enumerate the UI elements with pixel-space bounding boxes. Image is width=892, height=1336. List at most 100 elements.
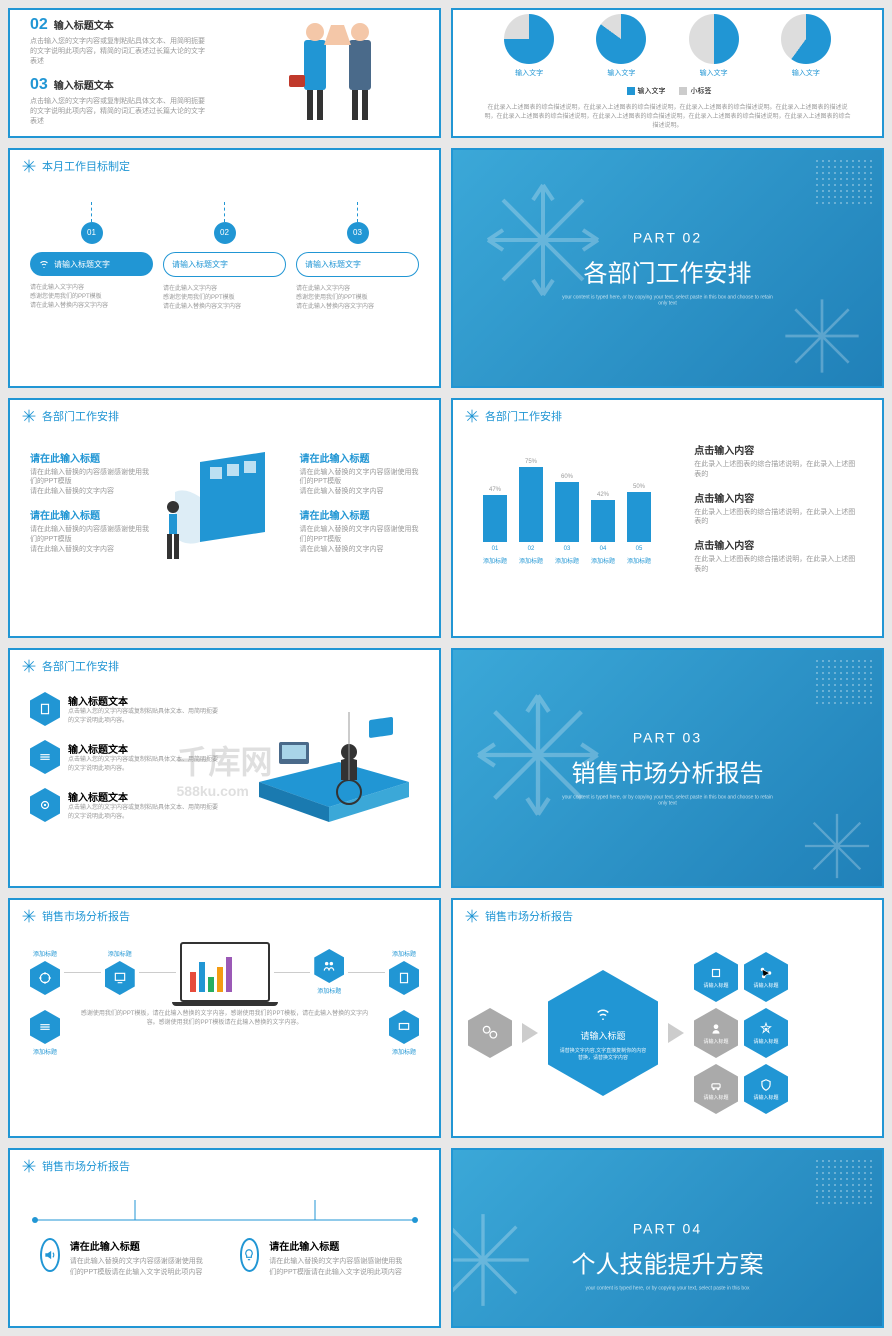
tab-number: 03 <box>347 222 369 244</box>
block-desc: 请在此输入替换的文字内容感谢感谢使用我们的PPT模版请在此输入文字说明此项内容 <box>70 1257 210 1278</box>
pie-chart <box>781 14 831 64</box>
item-title: 输入标题文本 <box>68 741 218 756</box>
hex-label: 添加标题 <box>33 1047 57 1056</box>
part-subtitle: your content is typed here, or by copyin… <box>572 1285 764 1291</box>
block-title: 点击输入内容 <box>694 490 862 505</box>
hex-icon <box>30 961 60 995</box>
hex-icon <box>105 961 135 995</box>
note-text: 感谢使用我们的PPT模板，请在此输入替换的文字内容，感谢使用我们的PPT模板，请… <box>60 1010 389 1028</box>
gear-hex <box>468 1008 512 1058</box>
tab-number: 02 <box>214 222 236 244</box>
slide-header: 各部门工作安排 <box>10 650 439 682</box>
item-title: 输入标题文本 <box>54 21 114 32</box>
slide-header: 各部门工作安排 <box>10 400 439 432</box>
hex-item: 添加标题 <box>105 949 135 995</box>
tab-button[interactable]: 请输入标题文字 <box>30 252 153 276</box>
hex-icon <box>30 1010 60 1044</box>
pie-chart <box>596 14 646 64</box>
legend-label: 小标签 <box>690 88 711 95</box>
slide-9: 销售市场分析报告 添加标题 添加标题 添加标题 添加标题 添加标题 <box>8 898 441 1138</box>
slide-header: 本月工作目标制定 <box>10 150 439 182</box>
tab-button[interactable]: 请输入标题文字 <box>163 252 286 277</box>
snowflake-decoration <box>451 1210 533 1310</box>
pie-row: 输入文字输入文字输入文字输入文字 <box>453 14 882 78</box>
arrow-icon <box>668 1023 684 1043</box>
item-desc: 点击输入您的文字内容或复制粘贴具体文本、用简明扼要的文字说明此项内容。 <box>68 804 218 821</box>
hex-label: 添加标题 <box>392 949 416 958</box>
pie-chart <box>689 14 739 64</box>
slide-header: 销售市场分析报告 <box>10 900 439 932</box>
block-desc: 在此录入上述图表的综合描述说明，在此录入上述图表的 <box>694 508 862 528</box>
slide-5: 各部门工作安排 请在此输入标题请在此输入替换的内容感谢感谢使用我们的PPT模版请… <box>8 398 441 638</box>
block-title: 请在此输入标题 <box>30 450 150 465</box>
item-title: 输入标题文本 <box>54 81 114 92</box>
hex-item: 添加标题 <box>30 949 60 995</box>
block-title: 请在此输入标题 <box>300 507 420 522</box>
right-blocks: 点击输入内容在此录入上述图表的综合描述说明，在此录入上述图表的点击输入内容在此录… <box>694 442 862 585</box>
block-desc: 在此录入上述图表的综合描述说明，在此录入上述图表的 <box>694 555 862 575</box>
dot-pattern <box>814 1158 874 1208</box>
bar <box>519 467 543 542</box>
slide-7: 千库网588ku.com 各部门工作安排 输入标题文本点击输入您的文字内容或复制… <box>8 648 441 888</box>
speaker-icon <box>40 1238 60 1272</box>
slide-4-section: PART 02 各部门工作安排 your content is typed he… <box>451 148 884 388</box>
block-title: 请在此输入标题 <box>30 507 150 522</box>
part-title: 个人技能提升方案 <box>572 1244 764 1279</box>
slide-3: 本月工作目标制定 01请输入标题文字请在此输入文字内容感谢您使用我们的PPT模板… <box>8 148 441 388</box>
item-number: 03 <box>30 76 48 93</box>
snowflake-icon <box>22 1159 36 1173</box>
bar-num: 04 <box>591 546 615 552</box>
section-header: PART 03 销售市场分析报告 your content is typed h… <box>560 730 775 807</box>
bar-label: 添加标题 <box>627 556 651 565</box>
block-1: 请在此输入标题 请在此输入替换的文字内容感谢感谢使用我们的PPT模版请在此输入文… <box>40 1238 210 1278</box>
hex-icon <box>389 961 419 995</box>
slide-title: 销售市场分析报告 <box>42 1158 130 1174</box>
connector-line <box>15 1190 435 1230</box>
block-title: 请在此输入标题 <box>300 450 420 465</box>
item-number: 02 <box>30 16 48 33</box>
part-number: PART 02 <box>560 230 775 246</box>
arrow-icon <box>522 1023 538 1043</box>
hex-label: 请输入标题 <box>703 1038 728 1045</box>
item-desc: 点击输入您的文字内容或复制粘贴具体文本、用简明扼要的文字说明此项内容，精简的词汇… <box>30 97 210 126</box>
section-header: PART 02 各部门工作安排 your content is typed he… <box>560 230 775 307</box>
tabs-row: 01请输入标题文字请在此输入文字内容感谢您使用我们的PPT模板请在此输入替换内容… <box>10 202 439 312</box>
bar-label: 添加标题 <box>591 556 615 565</box>
item-title: 输入标题文本 <box>68 789 218 804</box>
slide-11: 销售市场分析报告 请在此输入标题 请在此输入替换的文字内容感谢感谢使用我们的PP… <box>8 1148 441 1328</box>
tab-desc: 请在此输入文字内容感谢您使用我们的PPT模板请在此输入替换内容文字内容 <box>296 285 419 312</box>
hex-label: 添加标题 <box>33 949 57 958</box>
slide-header: 销售市场分析报告 <box>453 900 882 932</box>
hex-label: 添加标题 <box>317 986 341 995</box>
desk-illustration <box>249 692 419 852</box>
item-desc: 点击输入您的文字内容或复制粘贴具体文本、用简明扼要的文字说明此项内容。 <box>68 708 218 725</box>
bar-num: 03 <box>555 546 579 552</box>
legend-box-primary <box>627 87 635 95</box>
snowflake-icon <box>22 909 36 923</box>
hex-item: 添加标题 <box>30 1010 60 1056</box>
bar-num: 01 <box>483 546 507 552</box>
slide-12-section: PART 04 个人技能提升方案 your content is typed h… <box>451 1148 884 1328</box>
monitor-illustration <box>165 442 285 572</box>
slide-2: 输入文字输入文字输入文字输入文字 输入文字 小标签 在此录入上述图表的综合描述说… <box>451 8 884 138</box>
section-header: PART 04 个人技能提升方案 your content is typed h… <box>572 1220 764 1291</box>
block-desc: 在此录入上述图表的综合描述说明，在此录入上述图表的 <box>694 460 862 480</box>
part-number: PART 04 <box>572 1220 764 1236</box>
hex-items: 输入标题文本点击输入您的文字内容或复制粘贴具体文本、用简明扼要的文字说明此项内容… <box>30 692 249 852</box>
dot-pattern <box>814 158 874 208</box>
hex-item: 请输入标题 <box>744 1064 788 1114</box>
hex-label: 请输入标题 <box>753 982 778 989</box>
hex-label: 添加标题 <box>108 949 132 958</box>
bar <box>591 500 615 542</box>
bar-chart: 47%75%60%42%50% <box>473 442 674 542</box>
hex-icon <box>30 788 60 822</box>
item-desc: 点击输入您的文字内容或复制粘贴具体文本、用简明扼要的文字说明此项内容，精简的词汇… <box>30 37 210 66</box>
hex-icon <box>30 692 60 726</box>
left-blocks: 请在此输入标题请在此输入替换的内容感谢感谢使用我们的PPT模版请在此输入替换的文… <box>30 450 150 565</box>
bar-value: 50% <box>627 484 651 490</box>
slide-header: 销售市场分析报告 <box>10 1150 439 1182</box>
tab-button[interactable]: 请输入标题文字 <box>296 252 419 277</box>
block-desc: 请在此输入替换的文字内容感谢感谢使用我们的PPT模版请在此输入文字说明此项内容 <box>269 1257 409 1278</box>
hex-label: 添加标题 <box>392 1047 416 1056</box>
hex-item: 添加标题 <box>389 1010 419 1056</box>
